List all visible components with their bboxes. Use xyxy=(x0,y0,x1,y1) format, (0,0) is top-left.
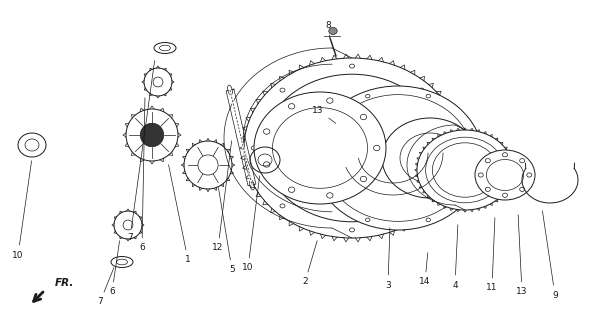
Ellipse shape xyxy=(417,130,513,210)
Text: 7: 7 xyxy=(97,268,114,307)
Text: 12: 12 xyxy=(212,141,232,252)
Text: 14: 14 xyxy=(420,253,431,286)
Text: 10: 10 xyxy=(13,161,32,260)
Text: 2: 2 xyxy=(302,241,317,286)
Text: 6: 6 xyxy=(139,98,145,252)
Text: 8: 8 xyxy=(325,20,331,37)
Text: 1: 1 xyxy=(169,165,191,265)
Text: FR.: FR. xyxy=(55,278,74,288)
Ellipse shape xyxy=(140,123,164,147)
Ellipse shape xyxy=(313,86,483,230)
Text: 13: 13 xyxy=(516,215,527,297)
Text: 5: 5 xyxy=(219,188,235,275)
Text: 10: 10 xyxy=(242,176,260,273)
Ellipse shape xyxy=(329,28,337,35)
Text: 9: 9 xyxy=(542,211,558,300)
Text: 11: 11 xyxy=(486,218,498,292)
Ellipse shape xyxy=(382,118,478,198)
Ellipse shape xyxy=(254,92,386,204)
Text: 7: 7 xyxy=(127,61,154,243)
Text: 13: 13 xyxy=(312,106,336,123)
Text: 4: 4 xyxy=(452,225,458,290)
Text: 6: 6 xyxy=(109,241,120,297)
Text: 3: 3 xyxy=(385,228,391,290)
Ellipse shape xyxy=(475,150,535,200)
